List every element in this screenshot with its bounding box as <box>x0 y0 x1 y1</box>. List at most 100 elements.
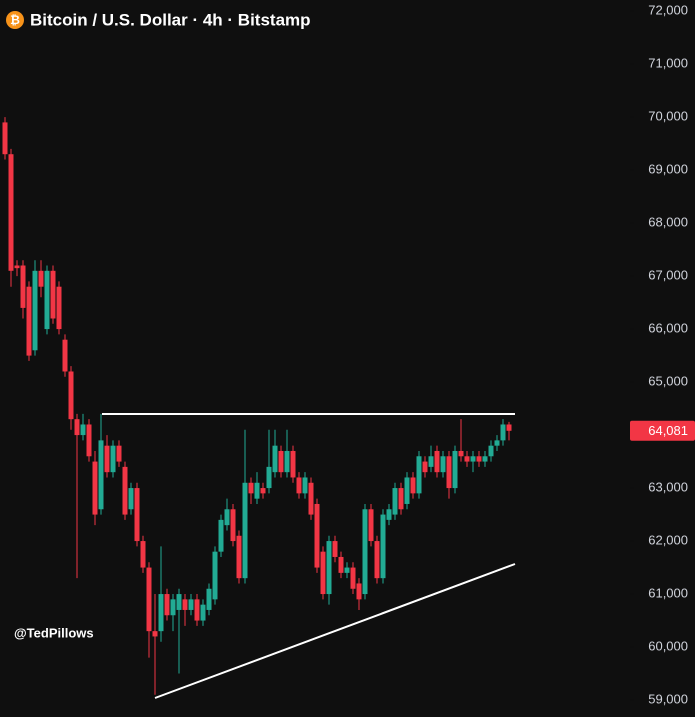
candle-body <box>416 456 422 494</box>
watermark: @TedPillows <box>14 625 94 640</box>
y-tick-label: 68,000 <box>648 215 688 230</box>
candle-body <box>236 535 242 579</box>
candle-body <box>446 456 452 489</box>
bitcoin-icon <box>6 11 24 29</box>
candle-body <box>494 440 500 446</box>
y-tick-label: 63,000 <box>648 480 688 495</box>
candle-body <box>482 456 488 462</box>
candle-body <box>68 371 74 420</box>
candle-body <box>374 541 380 579</box>
candle-body <box>278 450 284 473</box>
candle-body <box>272 445 278 473</box>
candle-body <box>476 456 482 462</box>
candle-body <box>242 482 248 579</box>
candle-body <box>98 440 104 510</box>
candle-body <box>62 339 68 372</box>
candle-body <box>32 270 38 351</box>
chart-title: Bitcoin / U.S. Dollar · 4h · Bitstamp <box>30 10 311 29</box>
candle-body <box>194 599 200 621</box>
candle-body <box>140 541 146 568</box>
plot <box>2 117 512 695</box>
candle-body <box>410 477 416 494</box>
candle-body <box>176 594 182 610</box>
candle-body <box>110 445 116 473</box>
candle-body <box>362 509 368 595</box>
candle-body <box>266 466 272 489</box>
candle-body <box>8 154 14 271</box>
candle-body <box>116 445 122 462</box>
y-tick-label: 61,000 <box>648 585 688 600</box>
y-tick-label: 62,000 <box>648 532 688 547</box>
candle-body <box>464 456 470 462</box>
y-tick-label: 59,000 <box>648 691 688 706</box>
y-tick-label: 69,000 <box>648 162 688 177</box>
candle-body <box>146 567 152 632</box>
candle-body <box>50 270 56 319</box>
candle-body <box>212 551 218 600</box>
y-tick-label: 70,000 <box>648 109 688 124</box>
candle-body <box>182 599 188 610</box>
support-line <box>154 563 516 699</box>
candle-body <box>26 286 32 356</box>
candle-body <box>428 456 434 467</box>
candle-body <box>368 509 374 542</box>
candle-body <box>308 482 314 515</box>
candle-body <box>200 604 206 621</box>
candle-body <box>128 488 134 510</box>
candle-body <box>506 424 512 431</box>
candle-body <box>260 488 266 494</box>
candle-body <box>56 286 62 330</box>
candle-body <box>452 450 458 489</box>
candle-body <box>302 477 308 494</box>
candle-body <box>386 509 392 520</box>
candle-body <box>254 482 260 499</box>
candle-body <box>392 488 398 515</box>
candle-body <box>380 514 386 579</box>
candle-body <box>488 445 494 457</box>
candle-body <box>14 265 20 269</box>
candle-body <box>440 456 446 473</box>
y-tick-label: 65,000 <box>648 374 688 389</box>
y-tick-label: 67,000 <box>648 268 688 283</box>
candle-body <box>86 424 92 457</box>
candle-body <box>458 450 464 457</box>
candle-body <box>320 551 326 595</box>
candle-body <box>74 419 80 436</box>
price-axis: 59,00060,00061,00062,00063,00064,00065,0… <box>630 3 695 706</box>
y-tick-label: 71,000 <box>648 56 688 71</box>
candle-body <box>92 461 98 515</box>
candle-body <box>470 456 476 462</box>
candle-body <box>338 556 344 573</box>
candle-body <box>344 567 350 573</box>
bitcoin-icon-glyph: ₿ <box>10 13 20 27</box>
candle-body <box>314 503 320 568</box>
y-tick-label: 72,000 <box>648 3 688 18</box>
candle-body <box>398 488 404 510</box>
candle-body <box>434 450 440 473</box>
candle-body <box>284 450 290 473</box>
candle-body <box>350 567 356 589</box>
candle-body <box>20 265 26 308</box>
candle-body <box>218 519 224 552</box>
candle-body <box>356 583 362 600</box>
candle-body <box>122 466 128 515</box>
candle-body <box>164 594 170 616</box>
candle-body <box>206 588 212 610</box>
candle-body <box>104 445 110 473</box>
candle-body <box>188 599 194 610</box>
candle-body <box>500 424 506 441</box>
candle-body <box>248 482 254 494</box>
candle-body <box>170 599 176 616</box>
y-tick-label: 66,000 <box>648 321 688 336</box>
last-price-box <box>630 420 695 441</box>
candle-body <box>326 541 332 595</box>
candle-body <box>134 488 140 542</box>
candle-body <box>296 477 302 494</box>
y-tick-label: 60,000 <box>648 638 688 653</box>
last-price-label: 64,081 <box>648 423 688 438</box>
candle-body <box>404 477 410 504</box>
candle-body <box>44 270 50 330</box>
candle-body <box>80 424 86 436</box>
